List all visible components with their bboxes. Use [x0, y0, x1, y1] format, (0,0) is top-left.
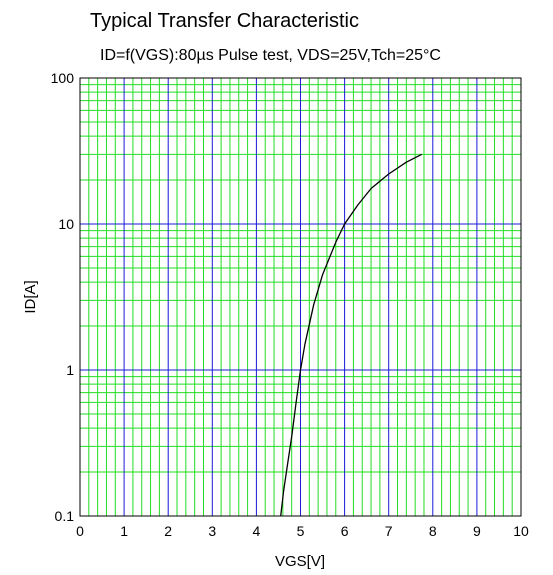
x-tick-label: 6 — [341, 523, 349, 539]
y-axis-label: ID[A] — [22, 280, 39, 313]
x-axis-label: VGS[V] — [275, 553, 325, 570]
chart-title: Typical Transfer Characteristic — [90, 10, 359, 32]
x-tick-label: 1 — [120, 523, 128, 539]
x-tick-label: 2 — [164, 523, 172, 539]
chart-subtitle: ID=f(VGS):80µs Pulse test, VDS=25V,Tch=2… — [100, 47, 441, 64]
x-tick-label: 7 — [385, 523, 393, 539]
plot-frame — [79, 77, 522, 517]
y-tick-label: 0.1 — [55, 508, 75, 524]
y-tick-label: 10 — [58, 216, 74, 232]
x-tick-labels: 0 1 2 3 4 5 6 7 8 9 10 — [76, 523, 529, 539]
x-tick-label: 4 — [253, 523, 261, 539]
y-tick-label: 1 — [66, 362, 74, 378]
x-tick-label: 5 — [297, 523, 305, 539]
series-group — [280, 153, 423, 517]
y-tick-label: 100 — [51, 70, 75, 86]
series-line — [280, 153, 423, 517]
grid-minor — [80, 78, 521, 516]
x-tick-label: 8 — [429, 523, 437, 539]
x-tick-label: 9 — [473, 523, 481, 539]
x-tick-label: 3 — [208, 523, 216, 539]
y-tick-labels: 0.1 1 10 100 — [51, 70, 75, 524]
x-tick-label: 10 — [513, 523, 529, 539]
x-tick-label: 0 — [76, 523, 84, 539]
